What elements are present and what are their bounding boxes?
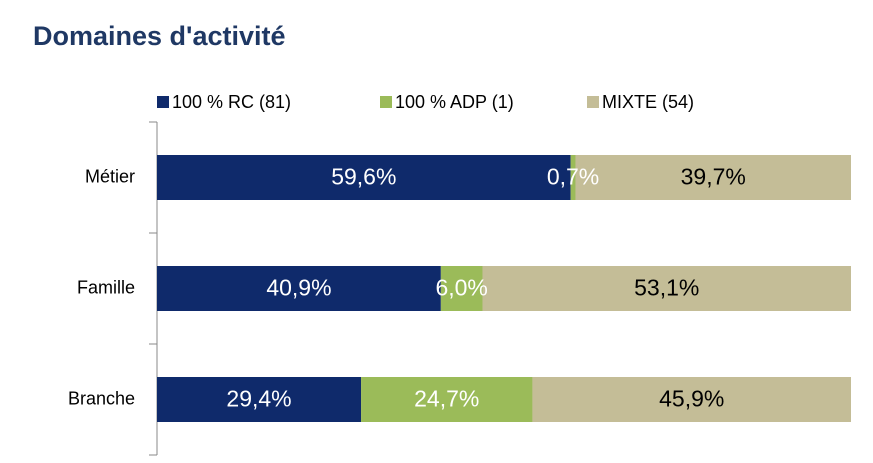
bar-segment xyxy=(440,266,483,311)
data-label: 39,7% xyxy=(681,164,746,190)
y-tick-label: Famille xyxy=(77,277,135,297)
data-label: 40,9% xyxy=(266,275,331,301)
chart-title: Domaines d'activité xyxy=(33,21,286,51)
bar-segment xyxy=(482,266,851,311)
data-label: 29,4% xyxy=(226,386,291,412)
legend-swatch xyxy=(157,96,169,108)
data-label: 45,9% xyxy=(659,386,724,412)
legend-swatch xyxy=(587,96,599,108)
bar-segment xyxy=(532,377,851,422)
bar-segment xyxy=(157,266,441,311)
legend-label: 100 % RC (81) xyxy=(172,92,291,112)
y-tick-label: Métier xyxy=(85,166,135,186)
legend-label: MIXTE (54) xyxy=(602,92,694,112)
data-label: 6,0% xyxy=(435,275,487,301)
bar-segment xyxy=(570,155,576,200)
data-label: 0,7% xyxy=(547,164,599,190)
y-tick-label: Branche xyxy=(68,388,135,408)
legend-label: 100 % ADP (1) xyxy=(395,92,514,112)
data-label: 24,7% xyxy=(414,386,479,412)
bar-segment xyxy=(575,155,851,200)
data-label: 53,1% xyxy=(634,275,699,301)
bar-segment xyxy=(157,155,571,200)
data-label: 59,6% xyxy=(331,164,396,190)
bar-segment xyxy=(361,377,533,422)
bar-segment xyxy=(157,377,362,422)
legend-swatch xyxy=(380,96,392,108)
